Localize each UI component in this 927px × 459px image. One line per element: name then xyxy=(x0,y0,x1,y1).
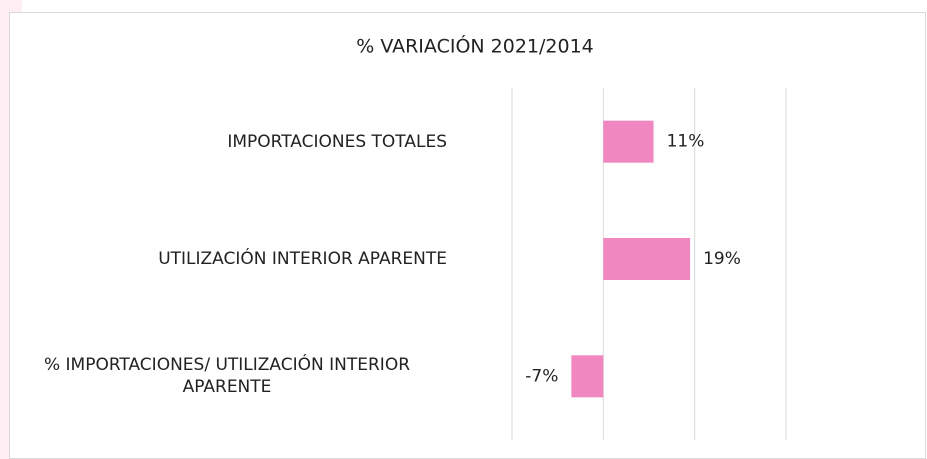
bar xyxy=(603,238,691,280)
data-label: 11% xyxy=(667,132,705,152)
bar xyxy=(571,355,604,398)
category-label: % IMPORTACIONES/ UTILIZACIÓN INTERIOR AP… xyxy=(7,354,447,398)
category-text: IMPORTACIONES TOTALES xyxy=(227,131,447,152)
data-label: 19% xyxy=(703,249,741,269)
category-text: % IMPORTACIONES/ UTILIZACIÓN INTERIOR AP… xyxy=(43,355,411,398)
chart-title: % VARIACIÓN 2021/2014 xyxy=(356,34,594,58)
category-text: UTILIZACIÓN INTERIOR APARENTE xyxy=(158,249,447,269)
data-label: -7% xyxy=(525,366,558,386)
bar xyxy=(603,120,654,163)
category-label: UTILIZACIÓN INTERIOR APARENTE xyxy=(7,248,447,270)
category-label: IMPORTACIONES TOTALES xyxy=(7,131,447,153)
chart-frame xyxy=(9,12,926,459)
